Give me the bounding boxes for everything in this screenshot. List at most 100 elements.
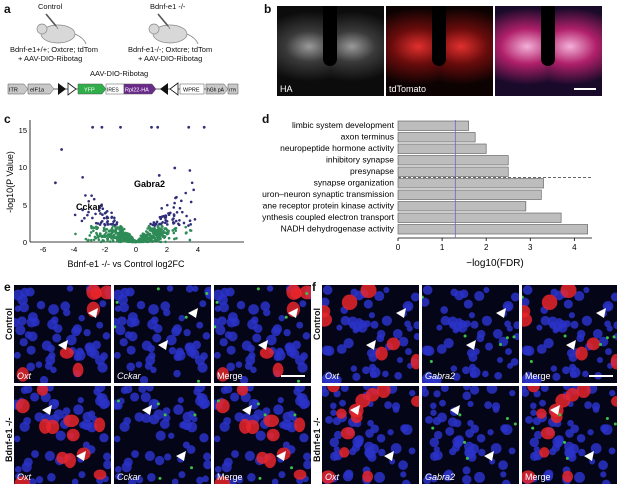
volcano-plot: Gabra2 Cckar -6 -4 -2 0 2 4 0 5 10 15 Bd…	[5, 120, 244, 269]
volcano-point	[84, 237, 88, 241]
x-tick-label: -2	[102, 245, 109, 254]
volcano-point	[111, 239, 115, 242]
volcano-point	[99, 240, 103, 244]
volcano-point	[81, 176, 84, 179]
volcano-point	[92, 238, 96, 242]
volcano-point	[111, 224, 115, 228]
volcano-point	[178, 218, 181, 222]
volcano-point	[160, 207, 164, 210]
volcano-point	[174, 219, 178, 223]
x-ticks: -6 -4 -2 0 2 4	[40, 245, 200, 254]
volcano-point	[80, 219, 84, 223]
volcano-point	[99, 212, 102, 215]
y-tick-label: 0	[23, 238, 27, 247]
volcano-point	[148, 228, 152, 232]
micrograph-panel_f-green: Gabra2	[422, 285, 519, 383]
volcano-point	[126, 239, 130, 243]
construct-part: ITR	[229, 88, 237, 93]
category-label: ATP synthesis coupled electron transport	[262, 212, 395, 222]
volcano-point	[188, 238, 192, 242]
volcano-point	[166, 232, 170, 235]
micrograph-label: Oxt	[17, 472, 32, 482]
volcano-point	[162, 231, 166, 235]
volcano-point	[162, 214, 165, 218]
panel-d-label: d	[262, 112, 270, 126]
control-genotype: Bdnf-e1+/+; Oxtcre; tdTom	[10, 45, 98, 54]
volcano-point	[164, 214, 167, 218]
volcano-point	[98, 206, 102, 209]
volcano-point	[86, 239, 90, 242]
micrograph-panel_e-red: Oxt	[14, 386, 111, 484]
volcano-point	[185, 231, 188, 234]
bdnf-title: Bdnf-e1 -/-	[150, 2, 186, 11]
volcano-point	[121, 230, 125, 234]
x-tick-label: -6	[40, 245, 47, 254]
volcano-point	[123, 236, 127, 240]
volcano-point	[188, 169, 192, 172]
bar	[397, 132, 476, 143]
volcano-point	[158, 235, 162, 239]
volcano-point	[102, 216, 106, 220]
volcano-point	[160, 232, 164, 236]
volcano-point	[90, 194, 93, 197]
micrograph-label: Merge	[217, 472, 243, 482]
volcano-point	[119, 125, 122, 129]
volcano-point	[105, 221, 109, 224]
annotation-cckar: Cckar	[76, 202, 102, 212]
volcano-point	[105, 209, 109, 213]
volcano-point	[100, 203, 103, 207]
x-tick-label: 2	[165, 245, 169, 254]
volcano-point	[105, 231, 108, 234]
x-tick-label: 2	[484, 243, 489, 252]
volcano-point	[187, 224, 190, 227]
category-label: NADH dehydrogenase activity	[281, 224, 395, 234]
bar	[397, 212, 562, 223]
volcano-point	[192, 188, 195, 192]
volcano-point	[92, 197, 96, 201]
volcano-point	[165, 203, 169, 207]
construct-part: YFP	[84, 88, 95, 94]
micrograph-panel_e-red: Oxt	[14, 285, 111, 383]
volcano-point	[103, 222, 106, 226]
volcano-point	[124, 234, 128, 238]
volcano-point	[149, 222, 152, 226]
volcano-point	[90, 226, 93, 230]
volcano-point	[163, 227, 166, 230]
construct-part: IRES	[107, 88, 119, 94]
volcano-point	[110, 234, 113, 237]
row-label-control: Control	[312, 308, 322, 340]
panel-f-label: f	[312, 280, 316, 294]
row-label-ko: Bdnf-e1 -/-	[312, 417, 322, 463]
volcano-point	[179, 199, 183, 203]
volcano-point	[150, 229, 154, 233]
volcano-point	[103, 229, 106, 232]
volcano-point	[95, 233, 99, 236]
volcano-point	[60, 148, 63, 151]
volcano-point	[148, 226, 151, 229]
volcano-point	[112, 236, 116, 239]
volcano-point	[154, 232, 157, 235]
volcano-point	[119, 224, 122, 228]
volcano-point	[101, 207, 105, 211]
volcano-point	[110, 211, 113, 215]
category-label: inhibitory synapse	[326, 155, 394, 165]
panel-c-label: c	[4, 112, 11, 126]
y-ticks: 0 5 10 15	[19, 126, 27, 247]
volcano-point	[83, 216, 86, 220]
volcano-point	[137, 237, 141, 241]
volcano-point	[202, 125, 206, 129]
volcano-point	[130, 236, 134, 239]
volcano-point	[189, 229, 193, 232]
volcano-point	[99, 221, 103, 224]
volcano-point	[98, 234, 102, 237]
volcano-point	[141, 240, 144, 244]
volcano-point	[174, 226, 178, 230]
category-label: neuron–neuron synaptic transmission	[262, 189, 394, 199]
micrograph-panel_e-merge: Merge	[214, 386, 311, 484]
x-tick-label: -4	[71, 245, 78, 254]
micrograph-label: Merge	[525, 472, 551, 482]
x-tick-label: 1	[440, 243, 445, 252]
row-label-ko: Bdnf-e1 -/-	[4, 417, 14, 463]
micrograph-panel_f-merge: Merge	[522, 386, 617, 484]
